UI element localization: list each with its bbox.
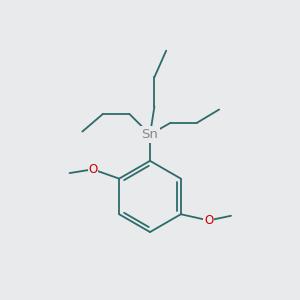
Text: O: O (88, 163, 98, 176)
Text: Sn: Sn (142, 128, 158, 141)
Text: O: O (204, 214, 213, 227)
